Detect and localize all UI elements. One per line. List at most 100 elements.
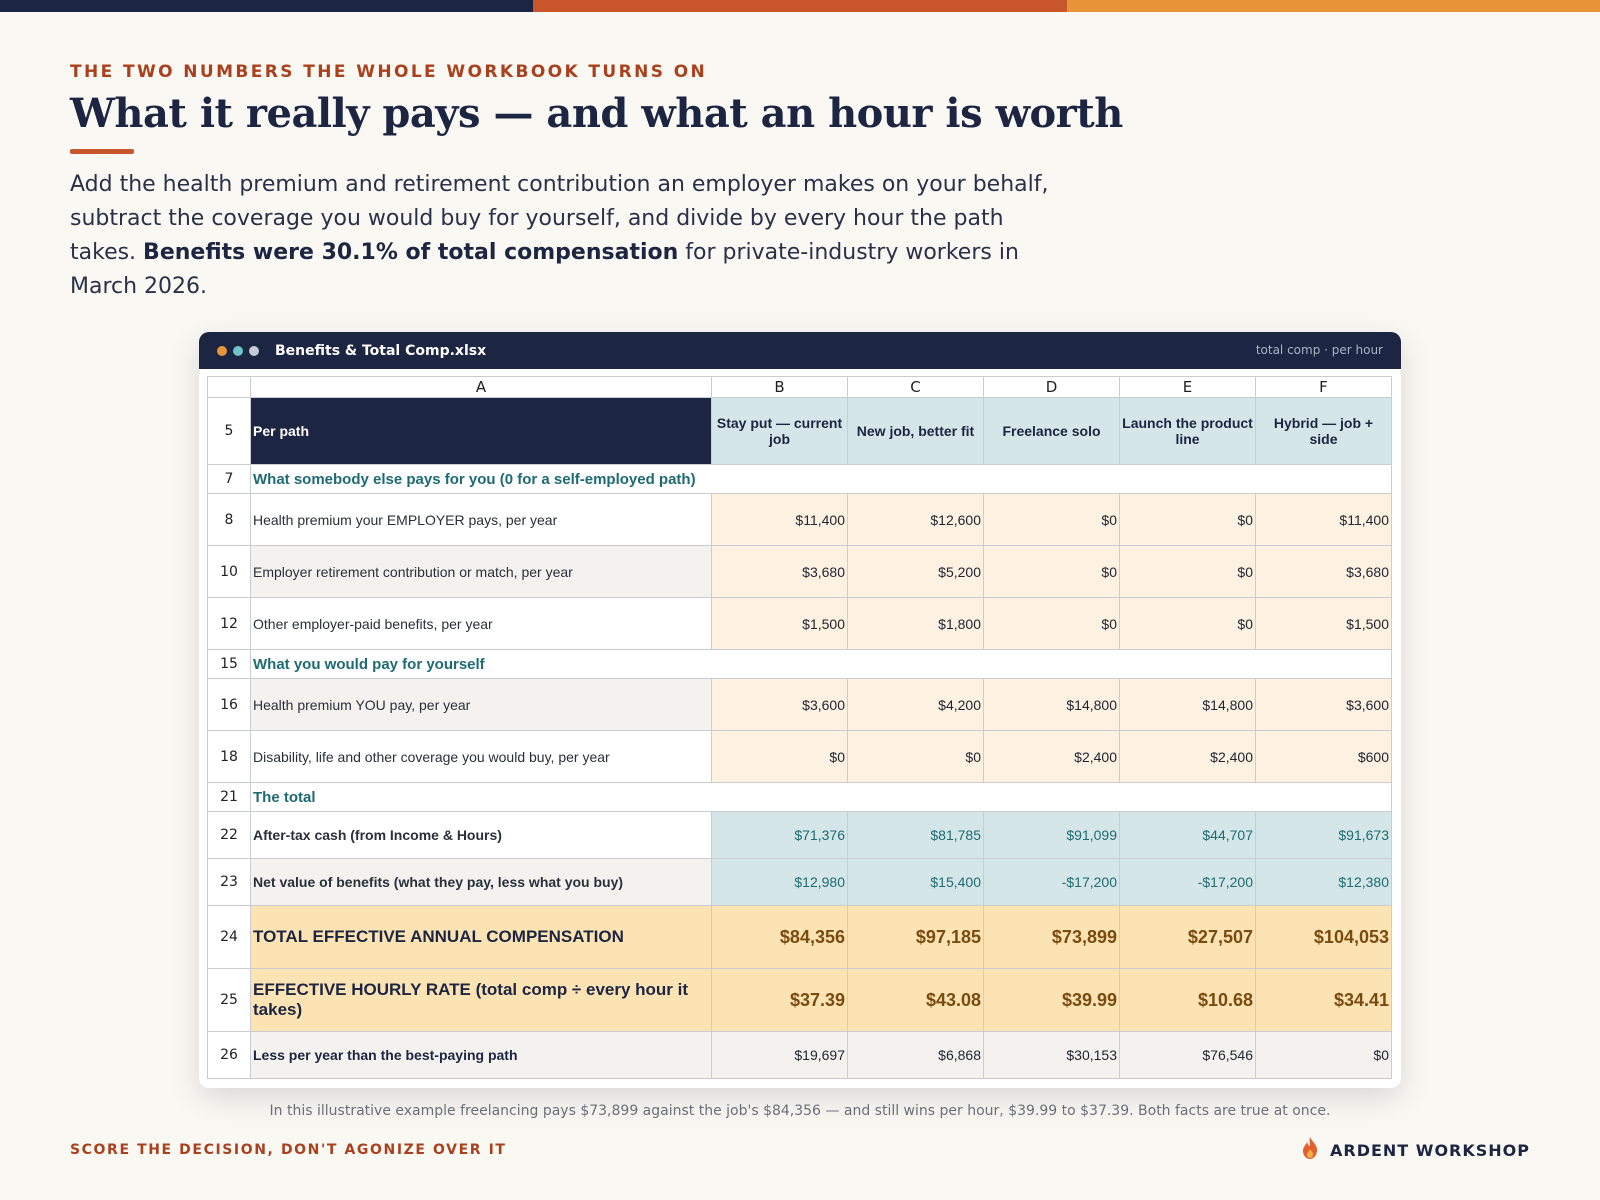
column-header-c[interactable]: C — [847, 376, 984, 398]
table-row: 26 Less per year than the best-paying pa… — [207, 1031, 1392, 1079]
section-header-others-pay[interactable]: What somebody else pays for you (0 for a… — [250, 464, 1392, 494]
cell[interactable]: $3,680 — [1255, 545, 1392, 598]
row-label[interactable]: Disability, life and other coverage you … — [250, 730, 712, 783]
cell[interactable]: -$17,200 — [983, 858, 1120, 906]
cell[interactable]: $11,400 — [711, 493, 848, 546]
cell[interactable]: $0 — [1119, 545, 1256, 598]
cell[interactable]: $10.68 — [1119, 968, 1256, 1032]
cell[interactable]: $97,185 — [847, 905, 984, 969]
section-header-total[interactable]: The total — [250, 782, 1392, 812]
row-number[interactable]: 25 — [207, 968, 251, 1032]
cell[interactable]: $84,356 — [711, 905, 848, 969]
cell[interactable]: $5,200 — [847, 545, 984, 598]
cell[interactable]: $0 — [711, 730, 848, 783]
cell[interactable]: $1,500 — [711, 597, 848, 650]
cell[interactable]: $91,099 — [983, 811, 1120, 859]
cell[interactable]: $1,500 — [1255, 597, 1392, 650]
window-dot-teal[interactable] — [233, 345, 243, 356]
row-label[interactable]: EFFECTIVE HOURLY RATE (total comp ÷ ever… — [250, 968, 712, 1032]
table-row: 10 Employer retirement contribution or m… — [207, 545, 1392, 598]
window-dot-gray[interactable] — [249, 345, 259, 356]
column-header-f[interactable]: F — [1255, 376, 1392, 398]
cell[interactable]: $12,380 — [1255, 858, 1392, 906]
cell[interactable]: $71,376 — [711, 811, 848, 859]
row-number[interactable]: 7 — [207, 464, 251, 494]
cell[interactable]: $0 — [847, 730, 984, 783]
cell[interactable]: $43.08 — [847, 968, 984, 1032]
cell[interactable]: $39.99 — [983, 968, 1120, 1032]
row-label[interactable]: Less per year than the best-paying path — [250, 1031, 712, 1079]
cell[interactable]: $81,785 — [847, 811, 984, 859]
cell[interactable]: $3,600 — [1255, 678, 1392, 731]
row-number[interactable]: 5 — [207, 397, 251, 465]
row-number[interactable]: 22 — [207, 811, 251, 859]
cell[interactable]: $0 — [983, 545, 1120, 598]
row-number[interactable]: 16 — [207, 678, 251, 731]
cell[interactable]: $6,868 — [847, 1031, 984, 1079]
row-number[interactable]: 23 — [207, 858, 251, 906]
cell[interactable]: $76,546 — [1119, 1031, 1256, 1079]
path-header-new-job[interactable]: New job, better fit — [847, 397, 984, 465]
cell[interactable]: $600 — [1255, 730, 1392, 783]
row-label[interactable]: Health premium YOU pay, per year — [250, 678, 712, 731]
row-number[interactable]: 15 — [207, 649, 251, 679]
cell[interactable]: $91,673 — [1255, 811, 1392, 859]
path-header-hybrid[interactable]: Hybrid — job + side — [1255, 397, 1392, 465]
cell[interactable]: $14,800 — [983, 678, 1120, 731]
cell[interactable]: $1,800 — [847, 597, 984, 650]
hourly-rate-row: 25 EFFECTIVE HOURLY RATE (total comp ÷ e… — [207, 968, 1392, 1032]
cell[interactable]: $104,053 — [1255, 905, 1392, 969]
row-label[interactable]: Net value of benefits (what they pay, le… — [250, 858, 712, 906]
row-number[interactable]: 26 — [207, 1031, 251, 1079]
row-label[interactable]: TOTAL EFFECTIVE ANNUAL COMPENSATION — [250, 905, 712, 969]
column-header-a[interactable]: A — [250, 376, 712, 398]
column-header-d[interactable]: D — [983, 376, 1120, 398]
cell[interactable]: $2,400 — [1119, 730, 1256, 783]
footer-tagline: SCORE THE DECISION, DON'T AGONIZE OVER I… — [70, 1142, 507, 1158]
cell[interactable]: $34.41 — [1255, 968, 1392, 1032]
path-header-launch[interactable]: Launch the product line — [1119, 397, 1256, 465]
cell[interactable]: $12,980 — [711, 858, 848, 906]
per-path-header[interactable]: Per path — [250, 397, 712, 465]
cell[interactable]: $0 — [983, 597, 1120, 650]
cell[interactable]: $0 — [983, 493, 1120, 546]
column-header-b[interactable]: B — [711, 376, 848, 398]
path-header-freelance[interactable]: Freelance solo — [983, 397, 1120, 465]
cell[interactable]: $0 — [1255, 1031, 1392, 1079]
row-label[interactable]: Health premium your EMPLOYER pays, per y… — [250, 493, 712, 546]
cell[interactable]: $30,153 — [983, 1031, 1120, 1079]
row-label[interactable]: Employer retirement contribution or matc… — [250, 545, 712, 598]
column-header-row: A B C D E F — [207, 376, 1392, 398]
row-number[interactable]: 8 — [207, 493, 251, 546]
row-number[interactable]: 18 — [207, 730, 251, 783]
cell[interactable]: $3,600 — [711, 678, 848, 731]
cell[interactable]: $4,200 — [847, 678, 984, 731]
window-dot-orange[interactable] — [217, 345, 227, 356]
spreadsheet-window: Benefits & Total Comp.xlsx total comp · … — [199, 332, 1401, 1088]
cell[interactable]: $44,707 — [1119, 811, 1256, 859]
cell[interactable]: $14,800 — [1119, 678, 1256, 731]
cell[interactable]: $15,400 — [847, 858, 984, 906]
path-header-stay-put[interactable]: Stay put — current job — [711, 397, 848, 465]
row-label[interactable]: Other employer-paid benefits, per year — [250, 597, 712, 650]
row-number[interactable]: 21 — [207, 782, 251, 812]
intro-highlight: Benefits were 30.1% of total compensatio… — [143, 240, 679, 265]
row-number[interactable]: 12 — [207, 597, 251, 650]
cell[interactable]: $11,400 — [1255, 493, 1392, 546]
row-number[interactable]: 10 — [207, 545, 251, 598]
cell[interactable]: $0 — [1119, 597, 1256, 650]
cell[interactable]: $19,697 — [711, 1031, 848, 1079]
column-header-e[interactable]: E — [1119, 376, 1256, 398]
cell[interactable]: $37.39 — [711, 968, 848, 1032]
cell[interactable]: -$17,200 — [1119, 858, 1256, 906]
corner-cell[interactable] — [207, 376, 251, 398]
cell[interactable]: $3,680 — [711, 545, 848, 598]
cell[interactable]: $73,899 — [983, 905, 1120, 969]
cell[interactable]: $12,600 — [847, 493, 984, 546]
section-header-you-pay[interactable]: What you would pay for yourself — [250, 649, 1392, 679]
cell[interactable]: $2,400 — [983, 730, 1120, 783]
cell[interactable]: $0 — [1119, 493, 1256, 546]
row-number[interactable]: 24 — [207, 905, 251, 969]
cell[interactable]: $27,507 — [1119, 905, 1256, 969]
row-label[interactable]: After-tax cash (from Income & Hours) — [250, 811, 712, 859]
